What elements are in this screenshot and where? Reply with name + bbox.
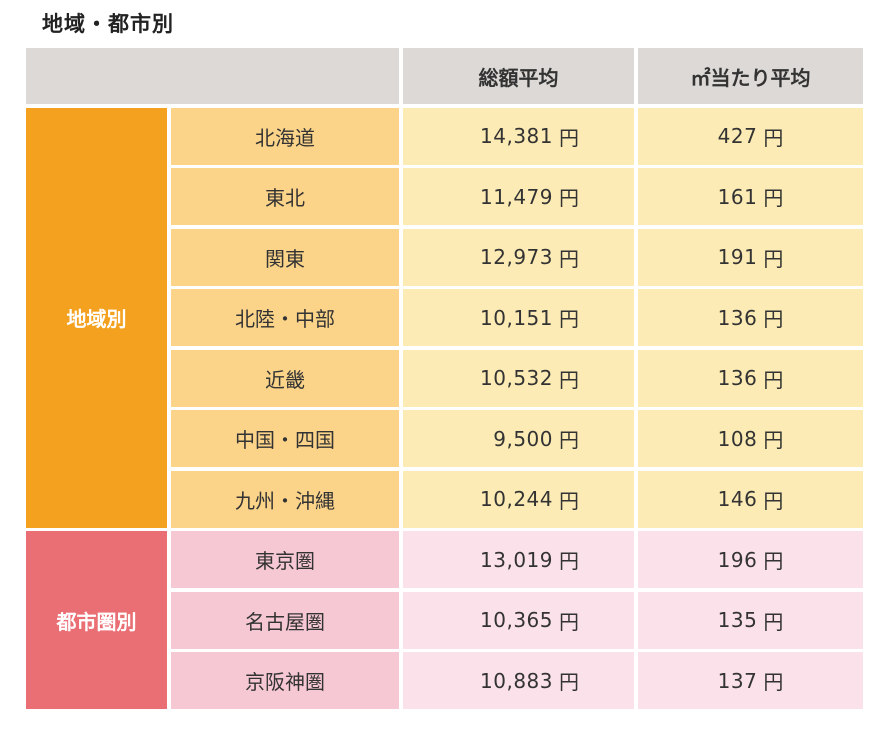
total-average-cell: 10,244 円 [403, 470, 634, 528]
total-average-value: 10,365 [480, 608, 553, 632]
yen-unit: 円 [559, 307, 579, 331]
yen-unit: 円 [559, 367, 579, 392]
row-label-region: 中国・四国 [171, 410, 399, 467]
per-sqm-average-cell: 161 円 [638, 168, 863, 225]
yen-unit: 円 [763, 307, 784, 331]
yen-unit: 円 [559, 125, 579, 150]
total-average-cell: 10,151 円 [403, 289, 634, 346]
row-label-city: 京阪神圏 [171, 652, 399, 709]
total-average-value: 10,532 [480, 366, 553, 390]
yen-unit: 円 [559, 488, 579, 513]
per-sqm-average-cell: 136 円 [638, 289, 863, 346]
per-sqm-average-cell: 137 円 [638, 652, 863, 709]
yen-unit: 円 [763, 670, 784, 694]
row-label-region: 東北 [171, 168, 399, 225]
yen-unit: 円 [763, 549, 784, 573]
yen-unit: 円 [559, 670, 579, 694]
header-per-sqm-average: ㎡当たり平均 [638, 48, 863, 104]
total-average-cell: 10,365 円 [403, 591, 634, 649]
yen-unit: 円 [763, 488, 784, 513]
yen-unit: 円 [763, 609, 784, 634]
per-sqm-average-cell: 108 円 [638, 410, 863, 467]
total-average-value: 14,381 [480, 124, 553, 148]
total-average-value: 12,973 [480, 245, 553, 269]
header-total-average: 総額平均 [403, 48, 634, 104]
yen-unit: 円 [763, 428, 784, 452]
yen-unit: 円 [559, 186, 579, 210]
yen-unit: 円 [559, 428, 579, 452]
yen-unit: 円 [559, 549, 579, 573]
yen-unit: 円 [763, 246, 784, 271]
row-label-region: 九州・沖縄 [171, 470, 399, 528]
per-sqm-average-cell: 135 円 [638, 591, 863, 649]
per-sqm-average-cell: 427 円 [638, 107, 863, 165]
yen-unit: 円 [559, 609, 579, 634]
per-sqm-average-cell: 196 円 [638, 531, 863, 588]
total-average-value: 10,883 [480, 668, 553, 693]
per-sqm-average-value: 137 [717, 668, 758, 693]
total-average-cell: 13,019 円 [403, 531, 634, 588]
per-sqm-average-value: 146 [717, 487, 758, 511]
per-sqm-average-value: 427 [717, 124, 758, 148]
per-sqm-average-cell: 146 円 [638, 470, 863, 528]
row-label-city: 名古屋圏 [171, 591, 399, 649]
row-label-city: 東京圏 [171, 531, 399, 588]
yen-unit: 円 [559, 246, 579, 271]
per-sqm-average-value: 196 [717, 547, 758, 572]
row-label-region: 関東 [171, 228, 399, 286]
row-label-region: 北海道 [171, 107, 399, 165]
total-average-cell: 9,500 円 [403, 410, 634, 467]
per-sqm-average-value: 108 [717, 426, 758, 451]
total-average-cell: 12,973 円 [403, 228, 634, 286]
yen-unit: 円 [763, 125, 784, 150]
per-sqm-average-cell: 136 円 [638, 349, 863, 407]
total-average-value: 10,244 [480, 487, 553, 511]
page-title: 地域・都市別 [42, 12, 174, 36]
yen-unit: 円 [763, 367, 784, 392]
group-label-region: 地域別 [26, 107, 167, 528]
total-average-value: 13,019 [480, 547, 553, 572]
per-sqm-average-value: 136 [717, 305, 758, 330]
per-sqm-average-cell: 191 円 [638, 228, 863, 286]
total-average-value: 10,151 [480, 305, 553, 330]
total-average-value: 11,479 [480, 184, 553, 209]
per-sqm-average-value: 136 [717, 366, 758, 390]
total-average-cell: 14,381 円 [403, 107, 634, 165]
header-blank-cell [26, 48, 399, 104]
total-average-cell: 10,883 円 [403, 652, 634, 709]
row-label-region: 近畿 [171, 349, 399, 407]
total-average-value: 9,500 [493, 426, 553, 451]
per-sqm-average-value: 135 [717, 608, 758, 632]
per-sqm-average-value: 191 [717, 245, 758, 269]
cost-table: 総額平均 ㎡当たり平均 地域別 都市圏別 北海道 14,381 円 427 円東北 11,… [26, 48, 863, 709]
total-average-cell: 11,479 円 [403, 168, 634, 225]
row-label-region: 北陸・中部 [171, 289, 399, 346]
yen-unit: 円 [763, 186, 784, 210]
group-label-city: 都市圏別 [26, 531, 167, 709]
total-average-cell: 10,532 円 [403, 349, 634, 407]
per-sqm-average-value: 161 [717, 184, 758, 209]
